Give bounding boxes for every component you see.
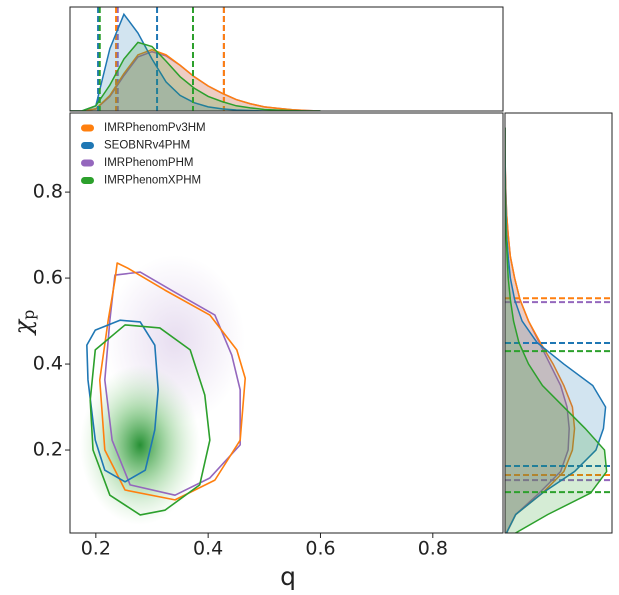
density-shading (80, 255, 245, 525)
contour (86, 319, 159, 483)
right-density-fill (505, 127, 575, 533)
right-frame (504, 112, 613, 534)
contour (104, 271, 241, 496)
top-density-fill (70, 49, 321, 111)
main-frame (69, 112, 504, 534)
right-density-fill (505, 127, 607, 533)
x-tick-label: 0.8 (418, 538, 448, 560)
top-density (70, 12, 321, 111)
legend-swatch (81, 177, 94, 184)
legend-swatch (81, 159, 94, 167)
legend-swatch (81, 142, 94, 149)
shade (80, 365, 200, 525)
legend: IMRPhenomPv3HM SEOBNRv4PHM IMRPhenomPHM IMR… (81, 122, 206, 187)
right-density-fill (505, 127, 606, 533)
x-axis-label: q (280, 562, 296, 591)
legend-label: IMRPhenomXPHM (104, 175, 201, 187)
y-tick-label: 0.6 (33, 267, 63, 289)
right-density-fill (505, 127, 570, 533)
legend-label: SEOBNRv4PHM (104, 140, 190, 152)
x-tick-label: 0.6 (305, 538, 335, 560)
axes: 0.2 0.4 0.6 0.8 0.2 0.4 0.6 0.8 (33, 181, 448, 560)
legend-swatch (81, 124, 94, 132)
main-plot (86, 262, 247, 516)
top-density-fill (70, 51, 321, 111)
top-marginal (70, 7, 321, 111)
y-label-subscript: p (19, 310, 38, 320)
legend-label: IMRPhenomPv3HM (104, 122, 206, 134)
x-tick-label: 0.2 (81, 538, 111, 560)
contour (98, 262, 247, 501)
top-density-fill (70, 14, 321, 111)
top-density (70, 41, 321, 111)
top-density (70, 48, 321, 111)
y-tick-label: 0.4 (33, 353, 63, 375)
y-label-symbol: χ (9, 318, 37, 336)
top-frame (69, 6, 504, 112)
contour (89, 324, 211, 516)
y-tick-label: 0.8 (33, 181, 63, 203)
y-axis-label: χp (9, 310, 38, 337)
right-marginal (505, 127, 612, 533)
x-tick-label: 0.4 (193, 538, 223, 560)
y-tick-label: 0.2 (33, 439, 63, 461)
legend-label: IMRPhenomPHM (104, 157, 193, 169)
top-density-fill (70, 42, 321, 111)
